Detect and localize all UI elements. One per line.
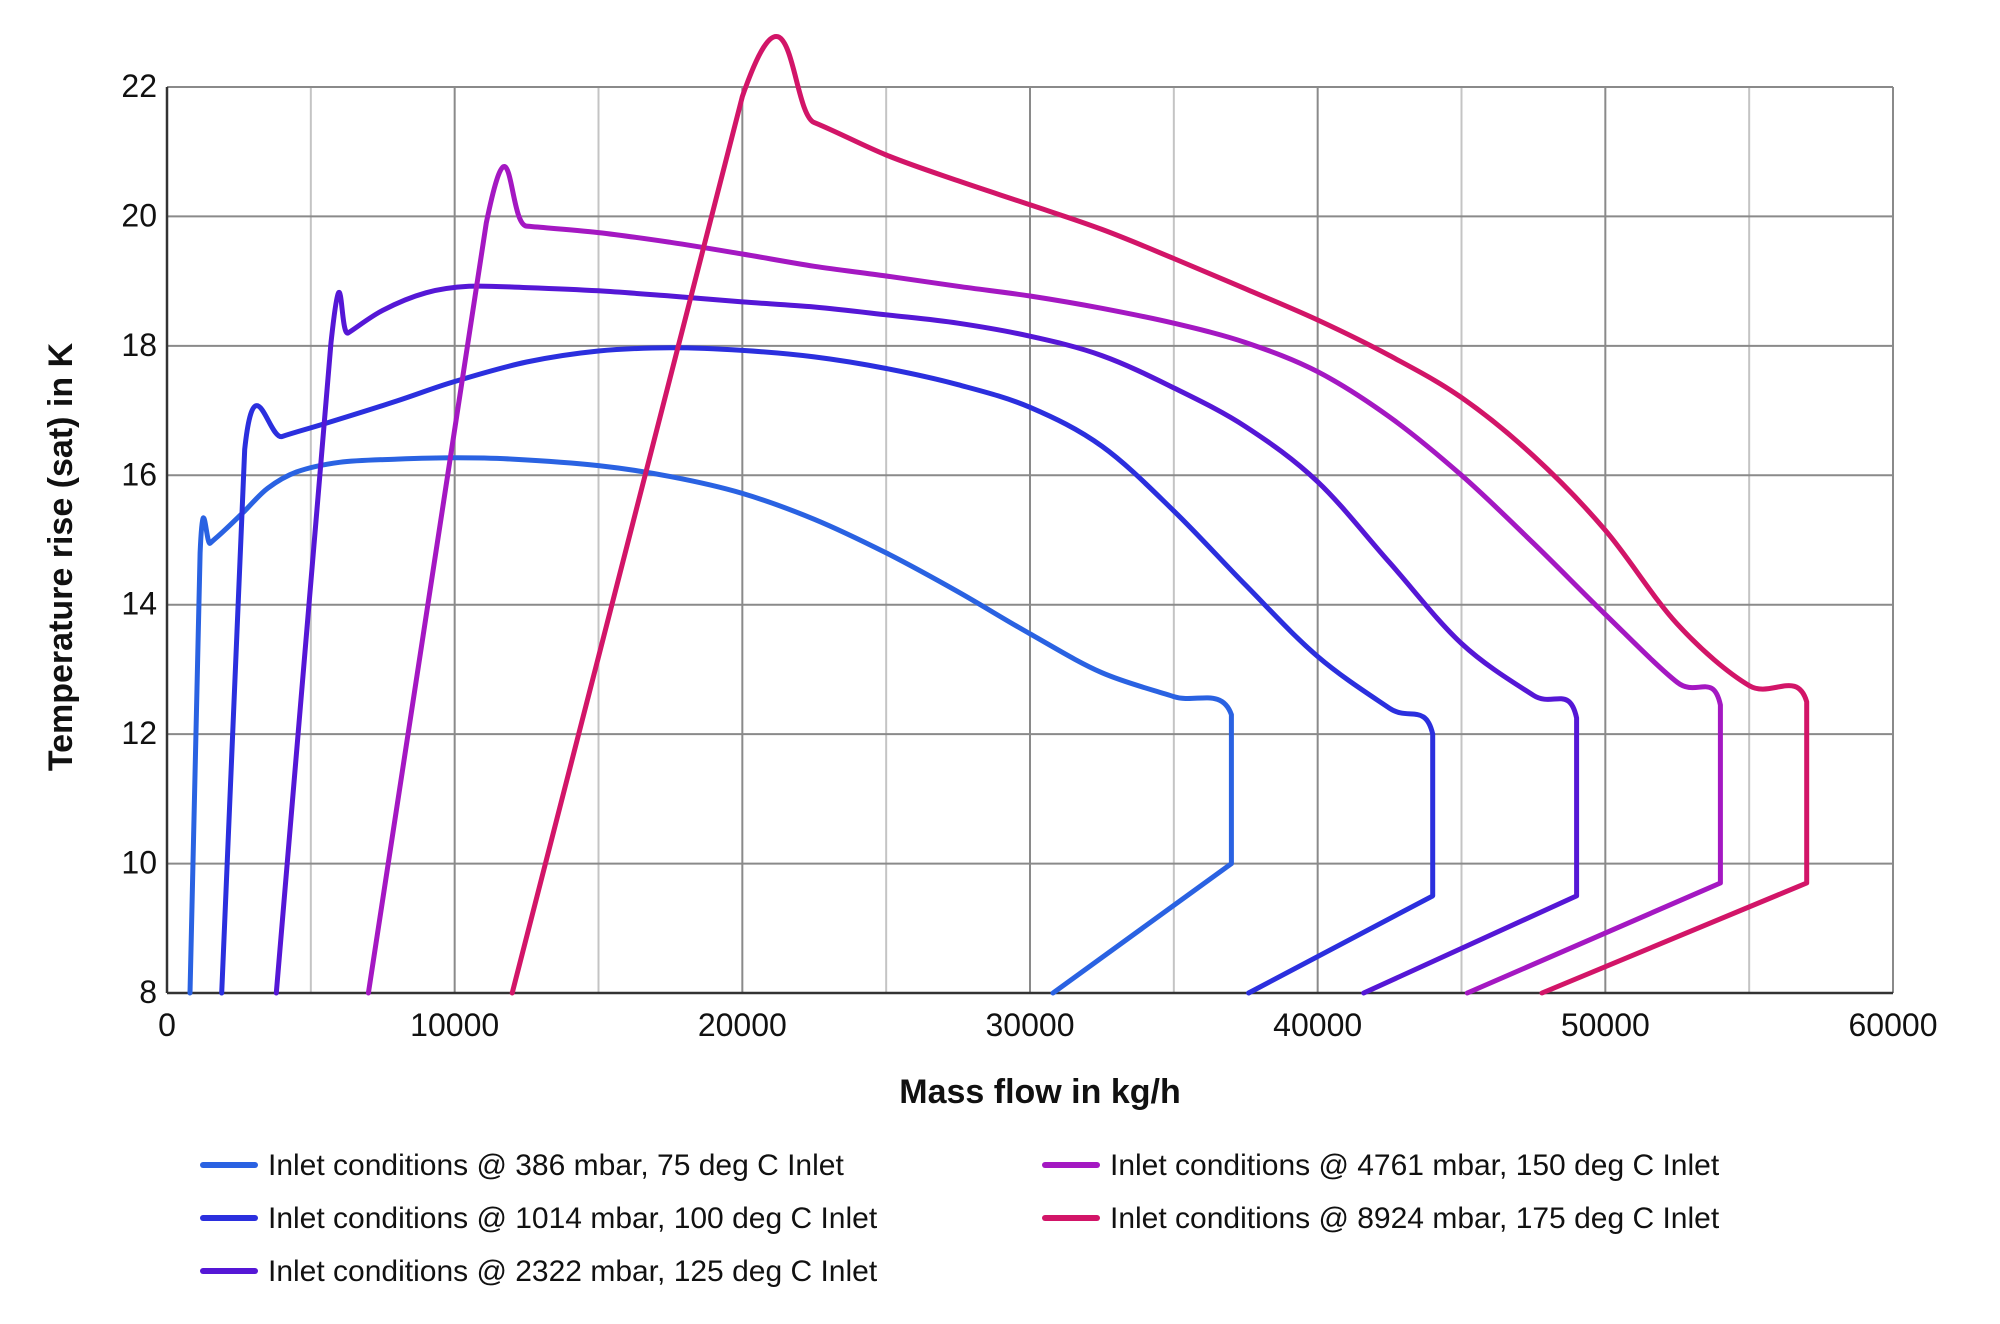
series-line-3 bbox=[273, 283, 1580, 996]
x-tick-label: 60000 bbox=[1849, 1007, 1938, 1043]
y-axis-title: Temperature rise (sat) in K bbox=[42, 342, 80, 771]
series-line-2 bbox=[219, 345, 1436, 996]
tick-labels: 0 10000 20000 30000 40000 50000 60000 8 10 12 14 16… bbox=[121, 68, 1937, 1043]
series-line-4 bbox=[365, 164, 1723, 996]
legend-label-2: Inlet conditions @ 1014 mbar, 100 deg C … bbox=[268, 1202, 878, 1235]
x-tick-label: 10000 bbox=[410, 1007, 499, 1043]
series-line-1 bbox=[187, 455, 1234, 996]
legend: Inlet conditions @ 386 mbar, 75 deg C In… bbox=[200, 1149, 1720, 1288]
legend-label-1: Inlet conditions @ 386 mbar, 75 deg C In… bbox=[268, 1149, 844, 1182]
plot-frame bbox=[165, 87, 1893, 995]
x-tick-label: 30000 bbox=[986, 1007, 1075, 1043]
y-tick-label: 14 bbox=[121, 586, 157, 622]
legend-label-5: Inlet conditions @ 8924 mbar, 175 deg C … bbox=[1110, 1202, 1720, 1235]
x-tick-label: 40000 bbox=[1273, 1007, 1362, 1043]
legend-label-3: Inlet conditions @ 2322 mbar, 125 deg C … bbox=[268, 1255, 878, 1288]
y-tick-label: 22 bbox=[121, 68, 157, 104]
y-tick-label: 10 bbox=[121, 845, 157, 881]
y-tick-label: 18 bbox=[121, 327, 157, 363]
x-axis-title: Mass flow in kg/h bbox=[899, 1073, 1180, 1111]
x-tick-label: 50000 bbox=[1561, 1007, 1650, 1043]
x-tick-label: 20000 bbox=[698, 1007, 787, 1043]
y-tick-label: 8 bbox=[139, 974, 157, 1010]
x-tick-label: 0 bbox=[158, 1007, 176, 1043]
y-tick-label: 20 bbox=[121, 197, 157, 233]
y-tick-label: 16 bbox=[121, 456, 157, 492]
grid-layer bbox=[166, 86, 1894, 994]
legend-label-4: Inlet conditions @ 4761 mbar, 150 deg C … bbox=[1110, 1149, 1720, 1182]
series-layer bbox=[187, 33, 1810, 996]
y-tick-label: 12 bbox=[121, 715, 157, 751]
series-line-5 bbox=[509, 33, 1810, 996]
